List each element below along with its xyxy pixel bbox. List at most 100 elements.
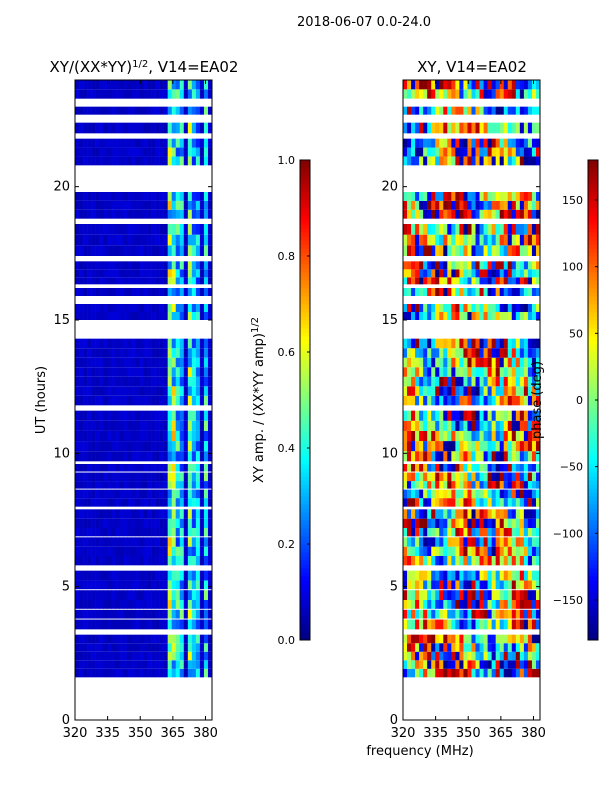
heatmap-cell xyxy=(435,410,440,421)
heatmap-cell xyxy=(459,89,464,99)
heatmap-cell xyxy=(203,338,209,349)
heatmap-cell xyxy=(95,234,100,246)
heatmap-cell xyxy=(523,288,529,296)
heatmap-cell xyxy=(123,261,128,270)
heatmap-cell xyxy=(131,156,136,166)
heatmap-cell xyxy=(199,619,205,630)
heatmap-cell xyxy=(419,472,424,482)
heatmap-cell xyxy=(135,348,140,358)
heatmap-cell xyxy=(443,570,448,581)
heatmap-cell xyxy=(123,338,128,349)
heatmap-cell xyxy=(467,106,472,115)
heatmap-cell xyxy=(487,288,492,296)
heatmap-cell xyxy=(175,600,181,609)
heatmap-cell xyxy=(455,570,460,581)
heatmap-cell xyxy=(147,312,152,320)
heatmap-cell xyxy=(79,106,84,115)
heatmap-cell xyxy=(423,509,428,519)
heatmap-cell xyxy=(407,420,412,431)
heatmap-cell xyxy=(151,518,156,528)
heatmap-cell xyxy=(83,304,88,312)
heatmap-cell xyxy=(451,619,456,630)
heatmap-cell xyxy=(431,338,436,349)
heatmap-cell xyxy=(167,451,173,462)
heatmap-cell xyxy=(87,288,92,296)
heatmap-cell xyxy=(123,420,128,431)
heatmap-cell xyxy=(463,357,468,368)
heatmap-cell xyxy=(91,367,96,377)
heatmap-cell xyxy=(171,489,177,499)
heatmap-cell xyxy=(507,192,513,201)
heatmap-cell xyxy=(123,451,128,462)
heatmap-cell xyxy=(427,590,432,600)
colorbar-segment xyxy=(300,256,310,261)
heatmap-cell xyxy=(75,80,80,90)
heatmap-cell xyxy=(75,481,80,489)
colorbar-segment xyxy=(300,528,310,533)
heatmap-cell xyxy=(115,357,120,368)
heatmap-cell xyxy=(419,546,424,556)
heatmap-cell xyxy=(483,451,488,462)
heatmap-cell xyxy=(163,609,168,619)
heatmap-cell xyxy=(115,420,120,431)
heatmap-cell xyxy=(475,288,480,296)
heatmap-cell xyxy=(179,619,185,630)
heatmap-cell xyxy=(99,147,104,157)
heatmap-cell xyxy=(439,537,444,547)
heatmap-cell xyxy=(515,600,521,609)
heatmap-cell xyxy=(471,348,476,358)
heatmap-cell xyxy=(499,89,505,99)
heatmap-cell xyxy=(203,288,209,296)
heatmap-cell xyxy=(195,546,201,556)
heatmap-cell xyxy=(183,600,189,609)
heatmap-cell xyxy=(99,312,104,320)
heatmap-cell xyxy=(95,509,100,519)
colorbar-segment xyxy=(588,380,598,385)
heatmap-cell xyxy=(107,556,112,566)
heatmap-cell xyxy=(179,312,185,320)
colorbar-tick-label: 0.4 xyxy=(278,442,296,455)
heatmap-cell xyxy=(131,348,136,358)
heatmap-cell xyxy=(475,609,480,619)
heatmap-cell xyxy=(531,410,537,421)
heatmap-cell xyxy=(203,634,209,644)
heatmap-cell xyxy=(99,122,104,134)
heatmap-cell xyxy=(79,590,84,600)
heatmap-cell xyxy=(99,451,104,462)
heatmap-cell xyxy=(503,261,509,270)
colorbar-segment xyxy=(588,252,598,257)
heatmap-cell xyxy=(495,634,501,644)
heatmap-cell xyxy=(163,234,168,246)
heatmap-cell xyxy=(127,245,132,256)
colorbar-segment xyxy=(588,272,598,277)
heatmap-cell xyxy=(207,80,213,90)
colorbar-segment xyxy=(588,592,598,597)
heatmap-cell xyxy=(463,528,468,537)
heatmap-cell xyxy=(95,89,100,99)
amplitude-plot-frame xyxy=(74,79,213,721)
colorbar-segment xyxy=(300,484,310,489)
heatmap-cell xyxy=(83,312,88,320)
colorbar-segment xyxy=(300,268,310,273)
heatmap-cell xyxy=(527,156,533,166)
heatmap-cell xyxy=(435,288,440,296)
heatmap-cell xyxy=(155,498,160,507)
heatmap-cell xyxy=(99,570,104,581)
heatmap-cell xyxy=(127,376,132,387)
heatmap-cell xyxy=(115,288,120,296)
heatmap-cell xyxy=(131,634,136,644)
heatmap-cell xyxy=(495,147,501,157)
heatmap-cell xyxy=(115,192,120,201)
heatmap-cell xyxy=(131,518,136,528)
heatmap-cell xyxy=(415,209,420,219)
colorbar-segment xyxy=(588,400,598,405)
heatmap-cell xyxy=(131,509,136,519)
heatmap-cell xyxy=(519,590,525,600)
heatmap-cell xyxy=(107,619,112,630)
heatmap-cell xyxy=(447,619,452,630)
heatmap-cell xyxy=(155,430,160,442)
heatmap-cell xyxy=(499,288,505,296)
heatmap-cell xyxy=(459,420,464,431)
heatmap-cell xyxy=(191,192,197,201)
heatmap-cell xyxy=(187,106,193,115)
